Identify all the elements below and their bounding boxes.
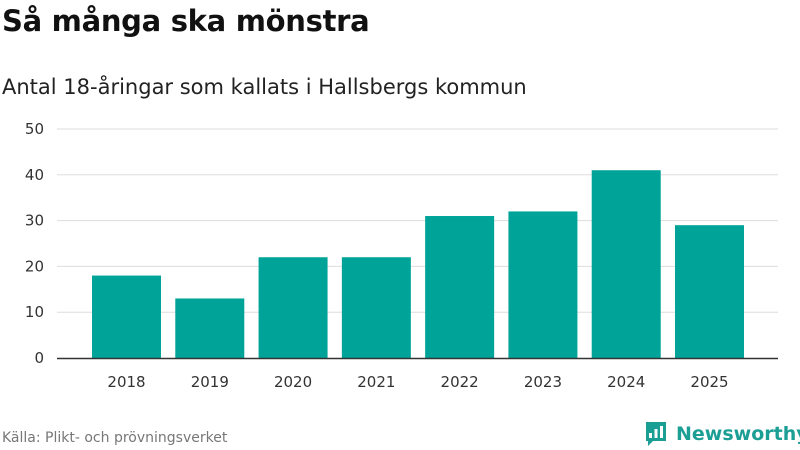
bar-2023: [508, 211, 578, 358]
bar-2025: [675, 225, 744, 358]
x-tick-label: 2018: [107, 373, 145, 391]
bar-2024: [591, 170, 661, 358]
x-tick-label: 2023: [524, 373, 562, 391]
bar-2018: [92, 275, 161, 358]
y-tick-label: 30: [25, 212, 44, 230]
bar-2020: [258, 257, 328, 358]
x-axis-ticks: 2018 2019 2020 2021 2022 2023 2024 2025: [107, 373, 728, 391]
y-tick-label: 0: [34, 349, 44, 367]
bars: [92, 170, 744, 358]
y-tick-label: 20: [25, 257, 44, 275]
y-tick-label: 10: [25, 303, 44, 321]
source-note: Källa: Plikt- och prövningsverket: [2, 430, 228, 446]
bar-2021: [341, 257, 411, 358]
x-tick-label: 2020: [274, 373, 312, 391]
bar-chart: 0 10 20 30 40 50 2018 2019 2020 2021 2022 2023 2024…: [25, 120, 778, 391]
gridlines: [57, 128, 778, 313]
chart-subtitle: Antal 18-åringar som kallats i Hallsberg…: [2, 75, 527, 99]
x-tick-label: 2022: [441, 373, 479, 391]
brand-logo: Newsworthy: [644, 420, 800, 448]
x-tick-label: 2024: [607, 373, 645, 391]
bar-2019: [175, 298, 245, 358]
y-tick-label: 50: [25, 120, 44, 138]
x-tick-label: 2019: [191, 373, 229, 391]
x-tick-label: 2025: [690, 373, 728, 391]
y-tick-label: 40: [25, 166, 44, 184]
y-axis-ticks: 0 10 20 30 40 50: [25, 120, 44, 367]
brand-name: Newsworthy: [676, 423, 800, 445]
chart-title: Så många ska mönstra: [2, 4, 370, 38]
newsworthy-logo-icon: [646, 422, 666, 446]
x-tick-label: 2021: [357, 373, 395, 391]
bar-2022: [425, 216, 495, 358]
